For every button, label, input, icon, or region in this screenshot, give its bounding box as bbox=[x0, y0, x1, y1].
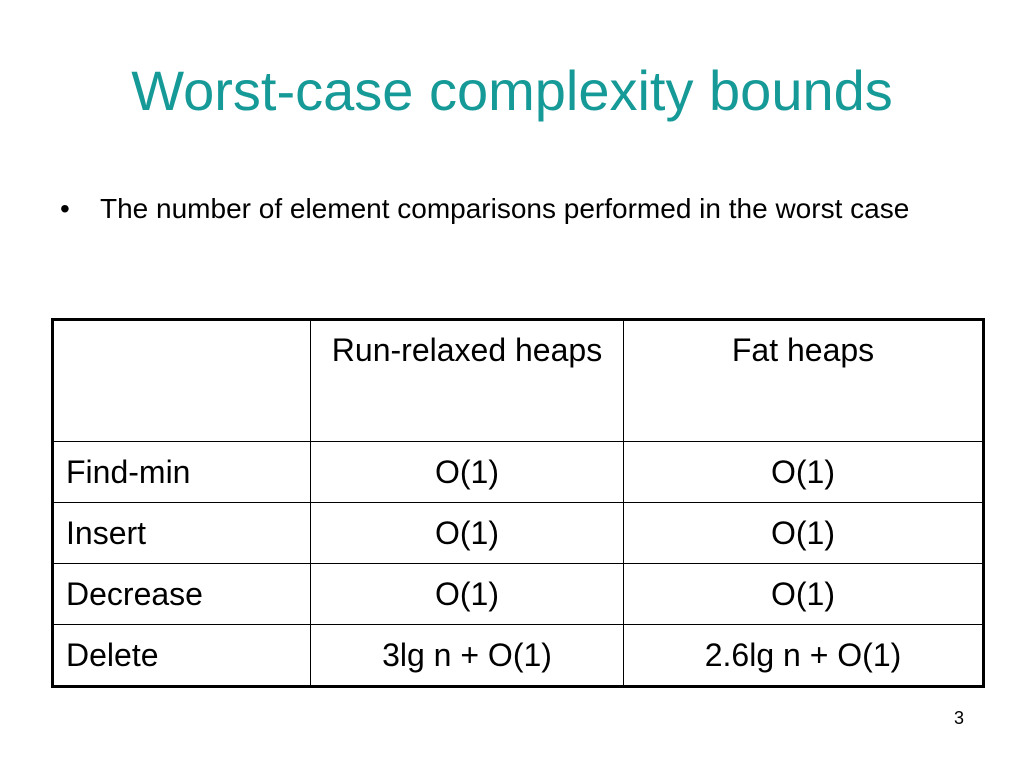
header-cell: Run-relaxed heaps bbox=[310, 319, 624, 442]
table: Run-relaxed heaps Fat heaps Find-min O(1) O(… bbox=[51, 318, 985, 688]
header-row: Run-relaxed heaps Fat heaps bbox=[52, 319, 984, 442]
cell: 3lg n + O(1) bbox=[310, 624, 624, 687]
row: Insert O(1) O(1) bbox=[52, 502, 984, 564]
title: Worst-case complexity bounds bbox=[131, 59, 893, 122]
header-cell bbox=[52, 319, 311, 442]
cell: Decrease bbox=[52, 563, 311, 625]
row: Decrease O(1) O(1) bbox=[52, 563, 984, 625]
row: Delete 3lg n + O(1) 2.6lg n + O(1) bbox=[52, 624, 984, 687]
cell: O(1) bbox=[310, 441, 624, 503]
cell: Insert bbox=[52, 502, 311, 564]
bullet-list: The number of element comparisons perfor… bbox=[60, 190, 940, 228]
row: Find-min O(1) O(1) bbox=[52, 441, 984, 503]
cell: Delete bbox=[52, 624, 311, 687]
cell: Find-min bbox=[52, 441, 311, 503]
header-cell: Fat heaps bbox=[623, 319, 984, 442]
page-number: 3 bbox=[953, 708, 964, 728]
cell: O(1) bbox=[623, 563, 984, 625]
bullet: The number of element comparisons perfor… bbox=[60, 190, 940, 228]
cell: O(1) bbox=[623, 502, 984, 564]
cell: 2.6lg n + O(1) bbox=[623, 624, 984, 687]
cell: O(1) bbox=[310, 563, 624, 625]
cell: O(1) bbox=[623, 441, 984, 503]
cell: O(1) bbox=[310, 502, 624, 564]
